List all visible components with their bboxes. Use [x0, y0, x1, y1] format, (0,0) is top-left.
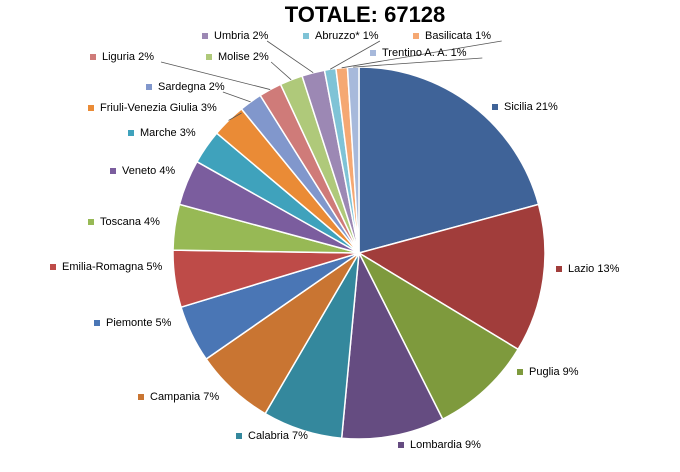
slice-label-group: Veneto 4% — [110, 165, 175, 177]
slice-label: Marche 3% — [140, 127, 196, 139]
slice-label-group: Emilia-Romagna 5% — [50, 261, 162, 273]
slice-label: Basilicata 1% — [425, 30, 491, 42]
legend-marker — [206, 54, 212, 60]
legend-marker — [146, 84, 152, 90]
leader-line — [270, 61, 292, 81]
slice-label: Campania 7% — [150, 391, 219, 403]
legend-marker — [88, 105, 94, 111]
pie-slice — [358, 66, 540, 254]
slice-label-group: Basilicata 1% — [413, 30, 491, 42]
slice-label: Puglia 9% — [529, 366, 579, 378]
leader-lines — [160, 40, 502, 121]
slice-label-group: Abruzzo* 1% — [303, 30, 379, 42]
legend-marker — [517, 369, 523, 375]
slice-label: Umbria 2% — [214, 30, 269, 42]
slice-label: Sicilia 21% — [504, 101, 558, 113]
slice-label-group: Umbria 2% — [202, 30, 269, 42]
legend-marker — [236, 433, 242, 439]
slice-label: Molise 2% — [218, 51, 269, 63]
slice-label: Lazio 13% — [568, 263, 620, 275]
pie-slice — [357, 251, 520, 421]
pie-slice — [357, 203, 546, 351]
slice-label: Trentino A. A. 1% — [382, 47, 467, 59]
pie-slice — [340, 250, 444, 440]
slice-label-group: Piemonte 5% — [94, 317, 172, 329]
legend-marker — [492, 104, 498, 110]
slice-label: Piemonte 5% — [106, 317, 172, 329]
leader-line — [266, 40, 314, 74]
leader-line — [228, 112, 242, 121]
slice-label-group: Trentino A. A. 1% — [370, 47, 467, 59]
slice-label-group: Lombardia 9% — [398, 439, 481, 451]
slice-label-group: Molise 2% — [206, 51, 269, 63]
legend-marker — [138, 394, 144, 400]
legend-marker — [128, 130, 134, 136]
leader-line — [222, 91, 251, 103]
slice-label-group: Sardegna 2% — [146, 81, 225, 93]
slice-label: Liguria 2% — [102, 51, 154, 63]
chart-title: TOTALE: 67128 — [285, 2, 446, 27]
slice-label-group: Campania 7% — [138, 391, 219, 403]
legend-marker — [398, 442, 404, 448]
leader-line — [353, 57, 483, 68]
leader-line — [329, 40, 381, 70]
slice-label-group: Lazio 13% — [556, 263, 620, 275]
leader-line — [160, 61, 271, 90]
slice-label-group: Marche 3% — [128, 127, 196, 139]
slice-label-group: Sicilia 21% — [492, 101, 558, 113]
slice-label: Toscana 4% — [100, 216, 160, 228]
legend-marker — [556, 266, 562, 272]
legend-marker — [88, 219, 94, 225]
slice-label: Sardegna 2% — [158, 81, 225, 93]
slice-label-group: Toscana 4% — [88, 216, 160, 228]
legend-marker — [202, 33, 208, 39]
slice-label-group: Liguria 2% — [90, 51, 154, 63]
slice-label: Abruzzo* 1% — [315, 30, 379, 42]
slice-label: Friuli-Venezia Giulia 3% — [100, 102, 217, 114]
leader-line — [341, 40, 502, 69]
slice-label: Emilia-Romagna 5% — [62, 261, 162, 273]
slice-labels: Sicilia 21% Lazio 13% Puglia 9% Lombardia 9… — [50, 30, 620, 451]
slice-label: Veneto 4% — [122, 165, 175, 177]
slice-label: Lombardia 9% — [410, 439, 481, 451]
legend-marker — [90, 54, 96, 60]
legend-marker — [50, 264, 56, 270]
legend-marker — [94, 320, 100, 326]
legend-marker — [413, 33, 419, 39]
slice-label-group: Puglia 9% — [517, 366, 579, 378]
pie-slices — [172, 66, 546, 440]
slice-label-group: Calabria 7% — [236, 430, 308, 442]
slice-label: Calabria 7% — [248, 430, 308, 442]
legend-marker — [303, 33, 309, 39]
slice-label-group: Friuli-Venezia Giulia 3% — [88, 102, 217, 114]
legend-marker — [110, 168, 116, 174]
legend-marker — [370, 50, 376, 56]
